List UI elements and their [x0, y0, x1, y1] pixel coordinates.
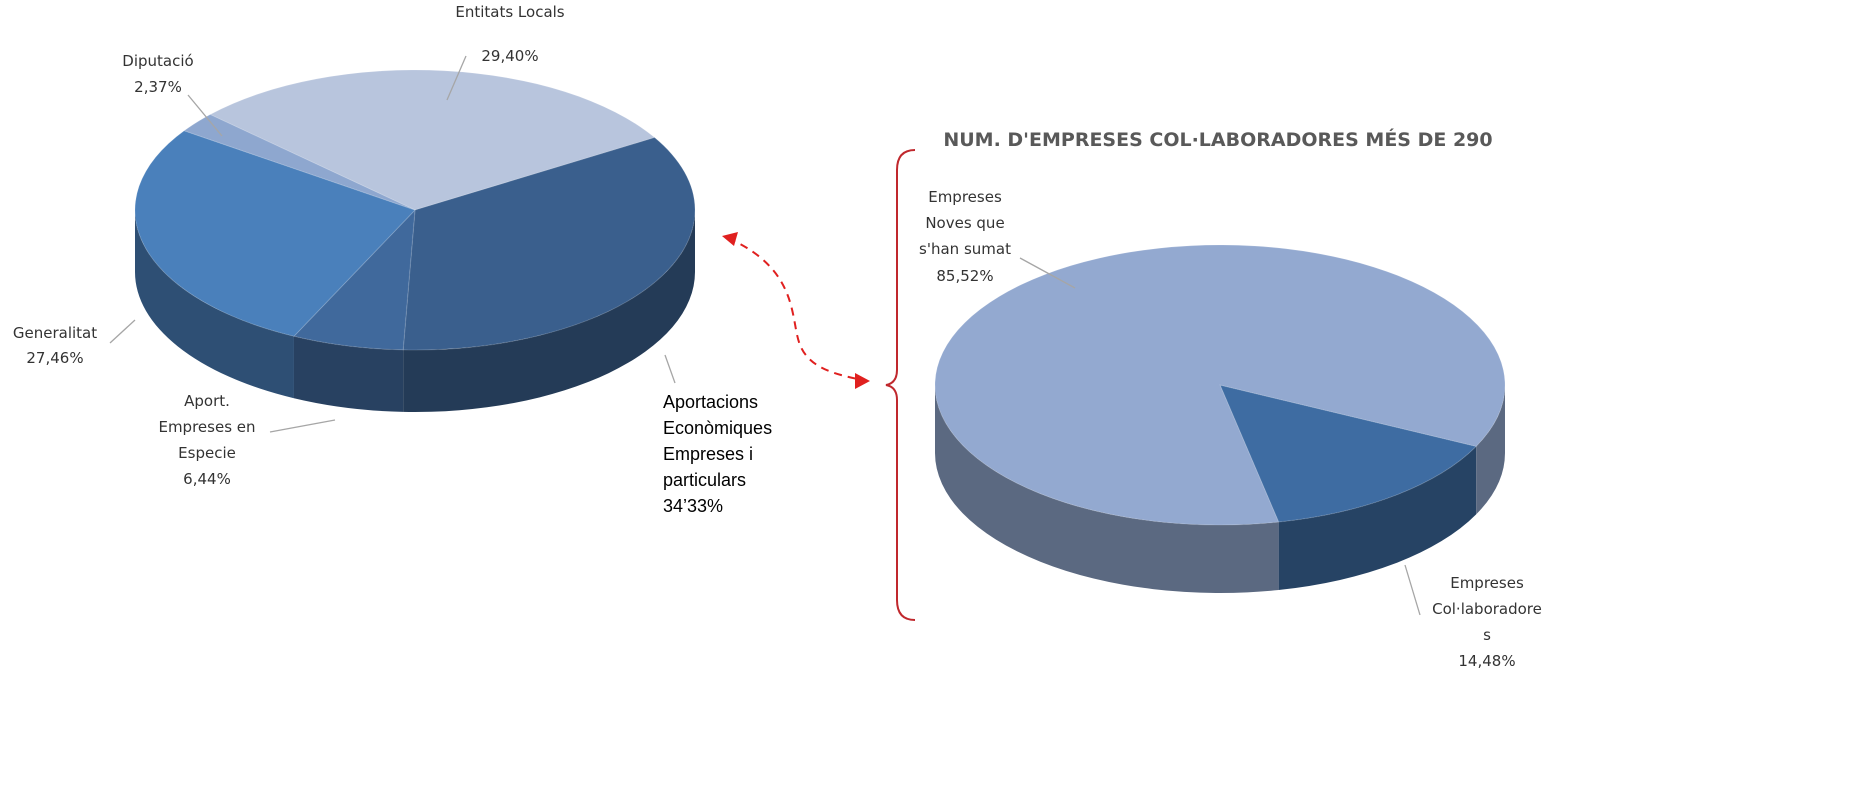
pie-slice: [1219, 384, 1478, 523]
leader-line: [269, 419, 336, 433]
slice-label: Entitats Locals: [455, 3, 564, 21]
leader-line: [446, 55, 467, 101]
slice-label: Empreses Col·laboradore s: [1432, 574, 1542, 644]
pie-slice: [209, 69, 656, 211]
pie-side: [293, 336, 404, 412]
brace: [885, 149, 916, 621]
pie-slice: [402, 137, 696, 351]
value-label: 29,40%: [481, 47, 538, 65]
value-label: 6,44%: [183, 470, 231, 488]
pie-slice: [292, 208, 416, 351]
arrow-head: [722, 232, 738, 246]
slice-label: Empreses Noves que s'han sumat: [919, 188, 1011, 258]
leader-line: [1019, 257, 1076, 289]
pie-side: [1278, 446, 1477, 591]
pie-side: [403, 210, 695, 413]
arrow-head: [855, 373, 870, 389]
slice-label: Generalitat: [13, 324, 97, 342]
slice-label: Aportacions Econòmiques Empreses i particul…: [663, 392, 772, 490]
pie-side: [935, 385, 1279, 594]
leader-line: [1404, 564, 1421, 616]
value-label: 34’33%: [663, 496, 723, 516]
pie-slice: [134, 130, 416, 337]
slice-label: Aport. Empreses en Especie: [158, 392, 255, 462]
value-label: 85,52%: [936, 267, 993, 285]
leader-line: [187, 94, 223, 137]
pie-side: [1476, 385, 1505, 515]
connector-arrow: [727, 237, 863, 381]
pie-slice: [183, 113, 416, 211]
value-label: 14,48%: [1458, 652, 1515, 670]
value-label: 2,37%: [134, 78, 182, 96]
slice-label: Diputació: [122, 52, 193, 70]
pie-slice: [934, 244, 1506, 526]
leader-line: [664, 354, 676, 384]
chart-title: NUM. D'EMPRESES COL·LABORADORES MÉS DE 2…: [943, 128, 1492, 151]
pie-side: [135, 210, 294, 399]
value-label: 27,46%: [26, 349, 83, 367]
leader-line: [109, 319, 136, 344]
